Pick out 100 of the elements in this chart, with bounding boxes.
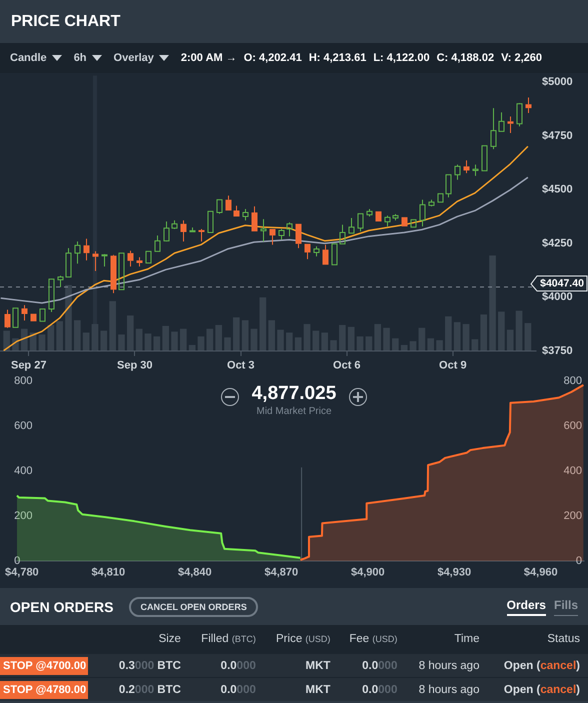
bar (56, 321, 63, 351)
bar (472, 339, 478, 351)
bar (418, 328, 426, 351)
bar (92, 324, 98, 351)
candlestick (348, 218, 354, 234)
candlestick (180, 220, 186, 242)
candlestick (322, 244, 328, 265)
y2-tick-label: 600 (564, 420, 582, 432)
bar (277, 330, 284, 351)
text: MKT (306, 684, 330, 696)
bar (260, 297, 266, 351)
bar (339, 324, 346, 351)
candlestick (128, 250, 134, 267)
candlestick (198, 228, 204, 242)
text: STOP @4780.00 (3, 684, 86, 696)
x-tick-label: $4,870 (264, 566, 298, 579)
candlestick (490, 108, 496, 150)
candlestick (242, 208, 248, 221)
text: O: 4,202.41 (244, 52, 302, 64)
text: 0.0000 (220, 660, 256, 672)
x-tick-label: $4,960 (524, 566, 558, 579)
bar (250, 328, 258, 351)
chart-title: 4,877.025 (252, 383, 336, 404)
y-tick-label: 0 (14, 555, 20, 568)
bar (118, 334, 125, 351)
candlestick (358, 213, 364, 232)
bar (348, 326, 355, 351)
bar (480, 314, 488, 351)
candlestick (74, 240, 80, 264)
bar (65, 285, 72, 351)
text: C: 4,188.02 (436, 52, 494, 64)
bar (136, 328, 142, 351)
x-tick-label: Oct 3 (227, 360, 255, 372)
text: Open (cancel) (504, 660, 580, 672)
category-label: Filled (BTC) (200, 632, 257, 647)
candlestick (22, 304, 28, 321)
bar (162, 326, 169, 351)
candlestick (286, 222, 292, 237)
bar (38, 334, 46, 351)
bar (489, 256, 496, 351)
text: CANCEL OPEN ORDERS (129, 596, 258, 616)
bar (304, 324, 310, 351)
x-tick-label: $4,810 (92, 566, 126, 579)
candlestick (446, 174, 452, 198)
bar (206, 328, 214, 351)
x-tick-label: Oct 9 (439, 360, 467, 372)
candlestick (110, 254, 116, 294)
candlestick (304, 244, 310, 260)
x-tick-label: Sep 27 (10, 360, 46, 372)
candlestick (384, 215, 390, 227)
text: 0.0000 (362, 684, 398, 696)
y2-tick-label: 400 (564, 465, 582, 478)
bar (321, 332, 328, 351)
bar (171, 332, 178, 351)
bar (445, 316, 452, 351)
text: 8 hours ago (418, 660, 480, 672)
text: Fills (554, 598, 578, 616)
y-tick-label: 400 (14, 465, 32, 478)
bar (410, 341, 416, 351)
text: Open (cancel) (504, 684, 580, 696)
bar (100, 330, 108, 351)
x-tick-label: $4,840 (178, 566, 212, 579)
y-tick-label: $3750 (542, 345, 573, 358)
text: OPEN ORDERS (10, 598, 114, 614)
candlestick (92, 250, 98, 272)
candlestick (4, 309, 10, 328)
text: STOP @4700.00 (3, 660, 86, 672)
text: MKT (306, 660, 330, 672)
candlestick (136, 256, 142, 267)
bar (392, 338, 399, 351)
text: Overlay (114, 52, 154, 64)
bar (462, 324, 470, 351)
bar (356, 336, 364, 351)
text: 0.3000 BTC (118, 660, 181, 672)
x-tick-label: $4,900 (350, 566, 385, 579)
candlestick (508, 116, 514, 134)
text: 0.2000 BTC (118, 684, 181, 696)
text: Mid Market Price (255, 406, 332, 417)
candlestick (234, 205, 240, 217)
bar (516, 310, 522, 351)
y-tick-label: 200 (14, 510, 32, 522)
x-tick-label: $4,780 (5, 566, 39, 579)
bar (144, 334, 152, 351)
bar (436, 340, 443, 351)
category-label: Time (453, 632, 480, 647)
bar (47, 324, 54, 351)
bar (330, 340, 337, 351)
bar (454, 322, 461, 351)
category-label: Fee (USD) (348, 632, 398, 647)
y-tick-label: $4000 (542, 291, 573, 304)
candlestick (252, 206, 258, 232)
candlestick (226, 195, 232, 211)
bar (294, 337, 302, 351)
bar (498, 312, 505, 351)
bar (180, 328, 187, 351)
bar (74, 320, 81, 351)
bar (198, 336, 204, 351)
chart-title: PRICE CHART (0, 0, 588, 43)
text: L: 4,122.00 (373, 52, 430, 64)
y-tick-label: $4500 (542, 184, 573, 196)
